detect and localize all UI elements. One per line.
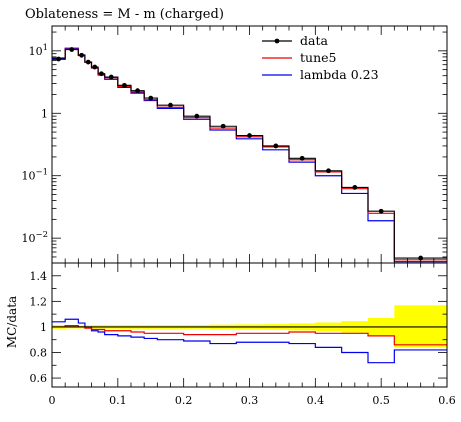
legend-label: data [300, 33, 328, 48]
data-point [108, 74, 114, 80]
data-point [247, 133, 252, 138]
data-point [378, 208, 384, 214]
x-tick-label: 0.2 [175, 394, 193, 407]
legend: data tune5 lambda 0.23 [262, 33, 379, 82]
ratio-y-tick-label: 1.2 [30, 295, 48, 308]
y-tick-label: 101 [29, 43, 48, 58]
data-point [148, 95, 154, 101]
x-tick-label: 0 [49, 394, 56, 407]
x-tick-label: 0.6 [438, 394, 456, 407]
data-point [220, 123, 226, 129]
data-point [326, 168, 331, 174]
data-point [122, 82, 127, 88]
y-tick-label: 1 [41, 107, 48, 120]
legend-label: tune5 [300, 50, 336, 65]
histogram-lambda-0-23 [52, 47, 447, 263]
data-point [56, 56, 61, 62]
data-point [168, 102, 173, 108]
data-point [85, 59, 91, 65]
ratio-y-tick-label: 1.4 [30, 270, 48, 283]
main-frame [51, 25, 448, 264]
data-point [92, 64, 98, 70]
histogram-data [52, 48, 447, 259]
legend-label: lambda 0.23 [300, 67, 379, 82]
ratio-content [52, 305, 447, 364]
data-point [79, 52, 85, 58]
x-tick-label: 0.1 [109, 394, 127, 407]
x-tick-label: 0.4 [307, 394, 325, 407]
ratio-y-tick-label: 0.8 [30, 346, 48, 359]
ratio-y-axis-label: MC/data [5, 296, 19, 348]
ratio-plot: 0.6 0.8 1 1.2 1.4 0 0.1 0.2 0.3 0.4 0.5 0.6 [30, 262, 456, 407]
data-point [418, 255, 424, 261]
ratio-tune5 [52, 325, 447, 346]
histogram-tune5 [52, 48, 447, 261]
x-tick-label: 0.5 [372, 394, 390, 407]
ratio-y-tick-label: 0.6 [30, 372, 48, 385]
data-point [69, 47, 75, 52]
main-histograms [52, 47, 447, 263]
data-point [135, 88, 140, 94]
chart-title: Oblateness = M - m (charged) [25, 7, 224, 22]
data-point [273, 143, 279, 149]
y-tick-label: 10−1 [21, 168, 48, 183]
main-plot: 10−2 10−1 1 101 [21, 25, 448, 264]
y-tick-label: 10−2 [21, 230, 48, 245]
legend-marker [274, 38, 280, 44]
ratio-y-tick-label: 1 [40, 321, 47, 334]
x-tick-label: 0.3 [241, 394, 259, 407]
data-point [352, 185, 358, 190]
data-point [98, 71, 104, 77]
data-point [299, 155, 305, 161]
uncertainty-band [52, 305, 447, 348]
data-point [194, 113, 200, 119]
